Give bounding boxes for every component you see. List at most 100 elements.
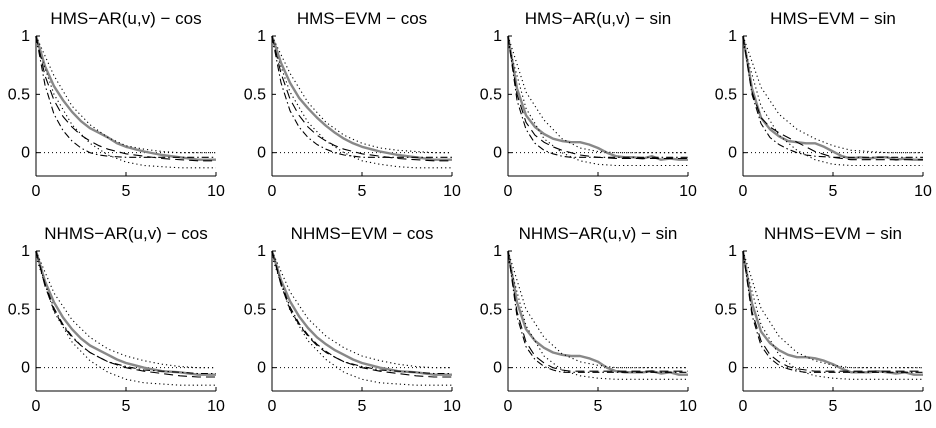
y-tick-label: 0.5 (480, 86, 502, 103)
chart-title: HMS−AR(u,v) − cos (50, 9, 201, 28)
dotted-bound-line (35, 35, 216, 154)
y-tick-label: 0.5 (480, 301, 502, 318)
y-tick-label: 0 (493, 360, 502, 377)
y-tick-label: 0 (493, 145, 502, 162)
empirical-line (741, 35, 923, 161)
chart-panel: NHMS−AR(u,v) − sin 0 5 10 0 0.5 1 (480, 224, 697, 415)
x-tick-label: 10 (443, 183, 461, 200)
y-tick-label: 1 (728, 243, 737, 260)
dashdot-line (507, 250, 688, 373)
dashdot-line (271, 250, 452, 375)
dashdot-line (271, 35, 452, 158)
y-tick-label: 1 (21, 243, 30, 260)
y-tick-label: 0 (728, 145, 737, 162)
x-tick-label: 5 (829, 398, 838, 415)
dashed-line (742, 250, 923, 372)
x-tick-label: 5 (594, 183, 603, 200)
y-tick-label: 0.5 (715, 86, 737, 103)
chart-panel: HMS−EVM − sin 0 5 10 0 0.5 1 (715, 9, 932, 200)
dashed-line (271, 35, 452, 162)
y-tick-label: 0 (21, 145, 30, 162)
dashed-line (35, 250, 216, 378)
y-tick-label: 1 (21, 28, 30, 45)
y-tick-label: 1 (728, 28, 737, 45)
dotted-bound-line (35, 256, 216, 386)
chart-title: NHMS−EVM − sin (764, 224, 902, 243)
chart-title: NHMS−AR(u,v) − cos (44, 224, 207, 243)
y-tick-label: 1 (257, 243, 266, 260)
chart-panel: HMS−AR(u,v) − cos 0 5 10 0 0.5 1 (8, 9, 225, 200)
x-tick-label: 5 (122, 183, 131, 200)
x-tick-label: 0 (32, 398, 41, 415)
dotted-bound-line (271, 256, 452, 386)
x-tick-label: 0 (32, 183, 41, 200)
y-tick-label: 0.5 (244, 301, 266, 318)
y-tick-label: 1 (257, 28, 266, 45)
dotted-bound-line (507, 250, 688, 369)
dashed-line (35, 35, 216, 162)
x-tick-label: 10 (443, 398, 461, 415)
x-tick-label: 10 (679, 183, 697, 200)
x-tick-label: 0 (739, 398, 748, 415)
dashdot-line (742, 35, 923, 158)
x-tick-label: 0 (268, 398, 277, 415)
empirical-line (506, 250, 688, 376)
chart-panel: NHMS−EVM − sin 0 5 10 0 0.5 1 (715, 224, 932, 415)
x-tick-label: 10 (207, 183, 225, 200)
chart-panel: NHMS−EVM − cos 0 5 10 0 0.5 1 (244, 224, 461, 415)
chart-title: NHMS−EVM − cos (291, 224, 434, 243)
x-tick-label: 10 (679, 398, 697, 415)
y-tick-label: 0.5 (244, 86, 266, 103)
empirical-line (270, 35, 452, 161)
y-tick-label: 0.5 (8, 86, 30, 103)
x-tick-label: 5 (358, 398, 367, 415)
chart-panel: HMS−AR(u,v) − sin 0 5 10 0 0.5 1 (480, 9, 697, 200)
x-tick-label: 0 (504, 398, 513, 415)
y-tick-label: 0.5 (715, 301, 737, 318)
x-tick-label: 10 (914, 398, 932, 415)
empirical-line (34, 35, 216, 161)
x-tick-label: 5 (358, 183, 367, 200)
x-tick-label: 5 (122, 398, 131, 415)
dotted-bound-line (742, 35, 923, 154)
chart-panel: HMS−EVM − cos 0 5 10 0 0.5 1 (244, 9, 461, 200)
dotted-bound-line (742, 42, 923, 167)
dotted-bound-line (507, 257, 688, 380)
dotted-bound-line (271, 41, 452, 169)
dashdot-line (742, 250, 923, 373)
dotted-bound-line (507, 42, 688, 167)
dotted-bound-line (742, 257, 923, 380)
dotted-bound-line (742, 250, 923, 369)
x-tick-label: 10 (207, 398, 225, 415)
dotted-bound-line (271, 250, 452, 369)
empirical-line (741, 250, 923, 376)
x-tick-label: 0 (268, 183, 277, 200)
y-tick-label: 0 (728, 360, 737, 377)
x-tick-label: 10 (914, 183, 932, 200)
dashdot-line (35, 35, 216, 158)
y-tick-label: 1 (493, 243, 502, 260)
x-tick-label: 0 (739, 183, 748, 200)
y-tick-label: 0 (21, 360, 30, 377)
dashed-line (507, 250, 688, 372)
dashdot-line (35, 250, 216, 375)
x-tick-label: 0 (504, 183, 513, 200)
empirical-line (506, 35, 688, 161)
y-tick-label: 0 (257, 145, 266, 162)
chart-title: HMS−EVM − sin (770, 9, 896, 28)
dashed-line (507, 35, 688, 160)
chart-panel: NHMS−AR(u,v) − cos 0 5 10 0 0.5 1 (8, 224, 225, 415)
dotted-bound-line (35, 250, 216, 369)
x-tick-label: 5 (829, 183, 838, 200)
y-tick-label: 0 (257, 360, 266, 377)
x-tick-label: 5 (594, 398, 603, 415)
dotted-bound-line (35, 41, 216, 169)
dotted-bound-line (271, 35, 452, 154)
y-tick-label: 0.5 (8, 301, 30, 318)
dashdot-line (507, 35, 688, 158)
chart-title: NHMS−AR(u,v) − sin (519, 224, 678, 243)
dashed-line (742, 35, 923, 161)
empirical-line (270, 250, 452, 376)
